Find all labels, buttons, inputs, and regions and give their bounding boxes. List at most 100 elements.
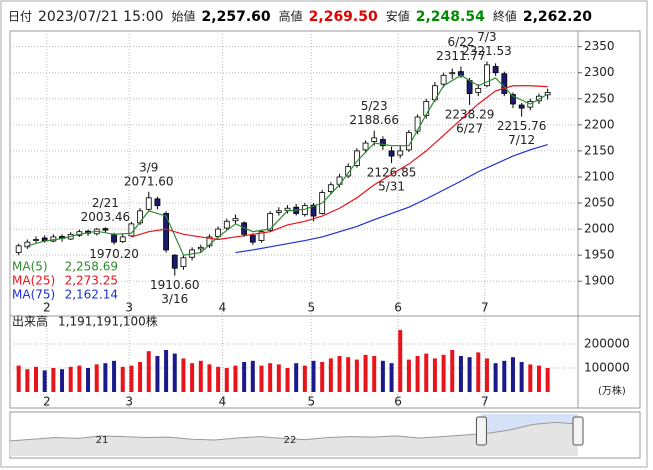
annotation-date: 7/12: [508, 133, 535, 147]
candle-body: [275, 210, 282, 213]
volume-bar: [233, 365, 238, 392]
header-text: 終値: [493, 9, 517, 24]
candle-body: [102, 228, 109, 231]
volume-bar: [389, 363, 394, 392]
annotation-date: 6/22: [447, 35, 474, 49]
y-tick-label: 2350: [584, 39, 615, 53]
legend-name: MA(75): [12, 288, 55, 302]
volume-bar: [484, 358, 489, 392]
candle-body: [128, 223, 135, 237]
volume-bar: [60, 369, 65, 392]
y-tick-label: 2000: [584, 222, 615, 236]
x-tick-label: 3: [125, 395, 133, 409]
y-tick-label: 2300: [584, 65, 615, 79]
annotation-value: 2188.66: [349, 113, 399, 127]
header-text: 2,248.54: [416, 9, 485, 25]
volume-bar: [311, 360, 316, 392]
annotation-date: 2/21: [92, 196, 119, 210]
x-tick-label: 2: [43, 301, 51, 315]
navigator-handle[interactable]: [475, 416, 487, 446]
x-tick-label: 7: [481, 301, 489, 315]
volume-bar: [181, 358, 186, 392]
candle-body: [466, 80, 473, 94]
volume-bar: [51, 368, 56, 392]
candle-body: [232, 218, 239, 222]
candle-body: [154, 198, 161, 207]
volume-bar: [120, 366, 125, 392]
volume-bar: [528, 364, 533, 392]
legend-name: MA(25): [12, 274, 55, 288]
volume-bar: [146, 351, 151, 392]
x-tick-label: 3: [125, 301, 133, 315]
x-tick-label: 6: [394, 301, 402, 315]
annotation-date: 7/3: [477, 30, 496, 44]
annotation-value: 2071.60: [124, 174, 174, 188]
volume-title: 出来高: [12, 314, 48, 329]
candle-body: [440, 74, 447, 85]
annotation-value: 2215.76: [497, 119, 547, 133]
volume-bar: [415, 356, 420, 392]
volume-bar: [467, 357, 472, 392]
volume-bar: [432, 358, 437, 392]
volume-bar: [302, 365, 307, 392]
x-tick-label: 4: [219, 395, 227, 409]
annotation-date: 5/31: [378, 179, 405, 193]
annotation-date: 6/27: [456, 121, 483, 135]
x-tick-label: 2: [43, 395, 51, 409]
legend-value: 2,273.25: [65, 274, 118, 288]
ma-line: [235, 144, 548, 254]
annotation-date: 3/9: [139, 160, 158, 174]
volume-bar: [372, 356, 377, 392]
legend-name: MA(5): [12, 260, 48, 274]
volume-bar: [346, 357, 351, 392]
candle-body: [388, 150, 395, 157]
candle-body: [206, 236, 213, 247]
volume-bar: [25, 369, 30, 392]
candle-body: [518, 104, 525, 109]
y-tick-label: 2200: [584, 117, 615, 131]
volume-bar: [42, 370, 47, 392]
ma-line: [131, 85, 548, 241]
candle-body: [327, 184, 334, 192]
candle-body: [301, 205, 308, 215]
volume-bar: [16, 365, 21, 392]
volume-bar: [519, 362, 524, 392]
header-text: 2,257.60: [202, 9, 271, 25]
volume-bar: [164, 350, 169, 392]
volume-bar: [320, 362, 325, 392]
volume-bar: [510, 357, 515, 392]
volume-bar: [190, 363, 195, 392]
volume-bar: [450, 350, 455, 392]
candle-body: [41, 237, 48, 241]
annotation-value: 2126.85: [367, 165, 417, 179]
candle-body: [267, 213, 274, 231]
y-tick-label: 2250: [584, 91, 615, 105]
candle-body: [406, 132, 412, 151]
volume-panel: [9, 315, 641, 409]
volume-bar: [337, 356, 342, 392]
navigator-tick-label: 22: [284, 435, 297, 446]
candle-body: [249, 234, 256, 243]
candle-body: [223, 220, 230, 229]
volume-bar: [424, 353, 429, 392]
header-text: 安値: [386, 9, 410, 24]
volume-bar: [354, 359, 359, 392]
candle-body: [449, 72, 456, 75]
volume-bar: [224, 368, 229, 392]
volume-bar: [94, 364, 99, 392]
navigator-handle[interactable]: [572, 416, 584, 446]
volume-bar: [155, 356, 160, 392]
volume-bar: [406, 359, 411, 392]
volume-bar: [545, 368, 550, 392]
ma-line: [27, 74, 548, 256]
x-tick-label: 5: [308, 301, 316, 315]
volume-bar: [259, 365, 264, 392]
x-tick-label: 5: [308, 395, 316, 409]
candle-body: [24, 241, 31, 248]
volume-bar: [476, 352, 481, 392]
header-text: 2,262.20: [523, 9, 592, 25]
y-tick-label: 1950: [584, 248, 615, 262]
navigator-tick-label: 21: [96, 435, 109, 446]
volume-bar: [86, 368, 91, 392]
